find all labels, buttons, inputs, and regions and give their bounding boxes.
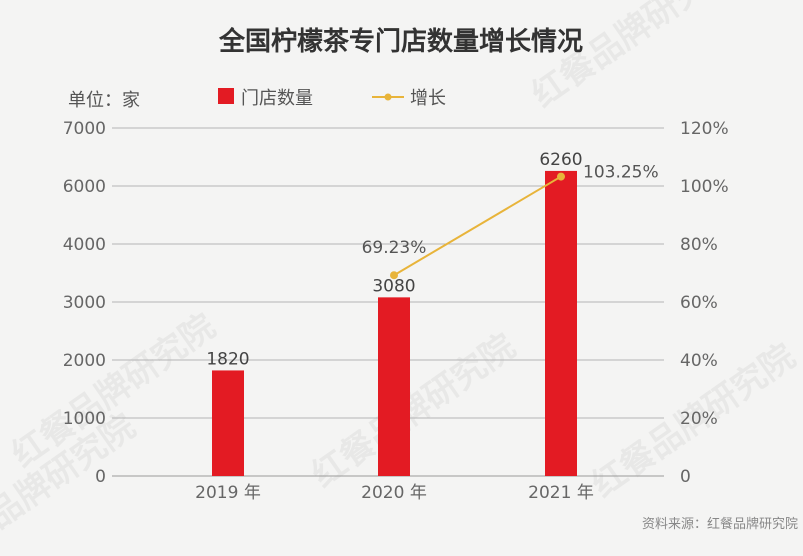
growth-line	[390, 172, 565, 280]
growth-line-path	[393, 175, 562, 277]
legend-label-growth: 增长	[410, 88, 446, 109]
legend-label-stores: 门店数量	[241, 88, 313, 109]
y-right-tick-label: 40%	[680, 351, 718, 371]
source-note: 资料来源：红餐品牌研究院	[642, 516, 798, 532]
y-left-tick-label: 1000	[63, 409, 106, 429]
x-tick-label: 2019 年	[195, 483, 261, 503]
unit-label: 单位：家	[68, 90, 140, 111]
y-left-ticks: 0 1000 2000 3000 4000 6000 7000	[63, 119, 106, 487]
y-right-tick-label: 100%	[680, 177, 729, 197]
y-left-tick-label: 3000	[63, 293, 106, 313]
watermark-text: 红餐品牌研究院	[305, 326, 523, 495]
chart-title: 全国柠檬茶专门店数量增长情况	[218, 26, 583, 57]
legend: 门店数量 增长	[218, 88, 446, 109]
growth-point	[390, 271, 398, 280]
bar-value-label: 1820	[206, 349, 249, 369]
watermark-text: 红餐品牌研究院	[525, 0, 743, 116]
y-right-tick-label: 0	[680, 467, 691, 487]
bar	[212, 370, 244, 476]
bar	[378, 297, 410, 476]
x-tick-label: 2021 年	[528, 483, 594, 503]
growth-value-label: 103.25%	[583, 163, 659, 183]
data-labels: 1820 3080 6260 69.23% 103.25%	[206, 150, 658, 370]
y-right-tick-label: 80%	[680, 235, 718, 255]
y-left-tick-label: 4000	[63, 235, 106, 255]
y-right-tick-label: 20%	[680, 409, 718, 429]
bar-value-label: 6260	[539, 150, 582, 170]
bar	[545, 170, 577, 477]
y-left-tick-label: 7000	[63, 119, 106, 139]
y-left-tick-label: 6000	[63, 177, 106, 197]
x-ticks: 2019 年 2020 年 2021 年	[195, 483, 594, 503]
y-right-ticks: 0 20% 40% 60% 80% 100% 120%	[680, 119, 729, 487]
y-right-tick-label: 60%	[680, 293, 718, 313]
growth-value-label: 69.23%	[362, 238, 427, 258]
growth-point	[557, 172, 565, 181]
y-left-tick-label: 0	[95, 467, 106, 487]
bars	[212, 170, 577, 477]
y-right-tick-label: 120%	[680, 119, 729, 139]
x-tick-label: 2020 年	[361, 483, 427, 503]
bar-value-label: 3080	[372, 276, 415, 296]
legend-swatch-bar	[218, 88, 234, 104]
legend-swatch-marker	[384, 93, 392, 101]
y-left-tick-label: 2000	[63, 351, 106, 371]
